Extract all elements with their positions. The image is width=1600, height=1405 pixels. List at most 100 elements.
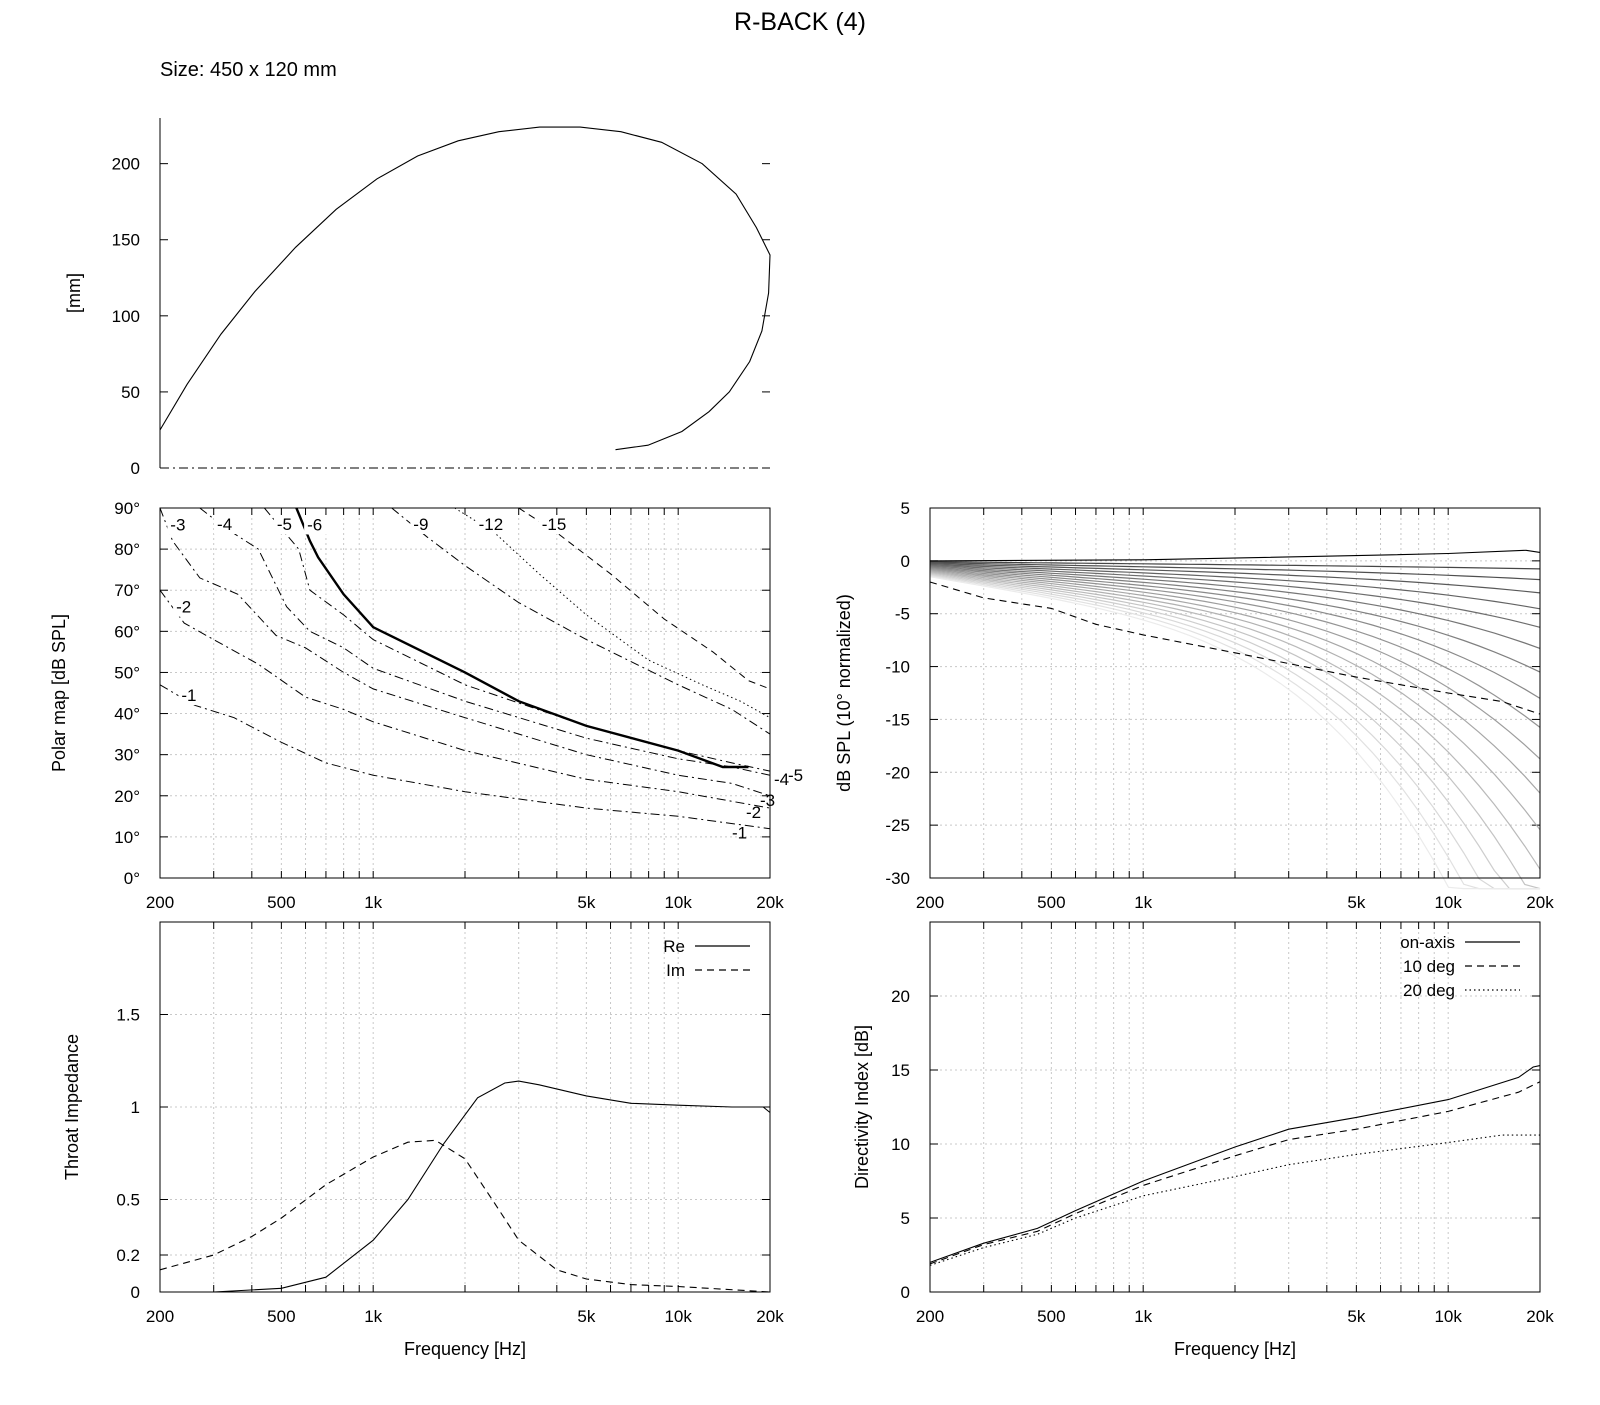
y-tick-label: 80° — [114, 540, 140, 559]
legend-label: 20 deg — [1403, 981, 1455, 1000]
contour-line — [159, 507, 771, 797]
x-tick-label: 20k — [1526, 893, 1554, 912]
x-tick-label: 20k — [756, 1307, 784, 1326]
contour-label-bg — [173, 597, 200, 617]
impedance-curve-1 — [159, 1139, 771, 1293]
angle-curve — [929, 569, 1541, 794]
polar-map-plot: 0° 10° 20° 30° 40° 50° 60° 70° 80° 90° 200 500 1k 5k 1… — [49, 499, 803, 912]
contour-end-label: -4 — [774, 770, 789, 789]
y-tick-label: 90° — [114, 499, 140, 518]
y-tick-label: -5 — [895, 605, 910, 624]
x-tick-label: 200 — [146, 1307, 174, 1326]
y-tick-label: 0 — [131, 1283, 140, 1302]
normalized-curve-0 — [929, 581, 1541, 715]
contour-end-label: -1 — [732, 824, 747, 843]
profile-curve-0 — [159, 126, 771, 451]
normalized-spl-plot: -30 -25 -20 -15 -10 -5 0 5 200 500 1k 5k 10k 20k dB SP… — [834, 499, 1554, 912]
contour-label: -1 — [181, 686, 196, 705]
x-tick-label: 5k — [577, 893, 595, 912]
contour-end-label: -2 — [746, 803, 761, 822]
figure-title: R-BACK (4) — [734, 8, 866, 36]
size-label: Size: 450 x 120 mm — [160, 59, 337, 81]
contour-label: -6 — [307, 515, 322, 534]
x-tick-label: 10k — [664, 1307, 692, 1326]
x-axis-title: Frequency [Hz] — [1174, 1339, 1296, 1359]
x-tick-label: 10k — [664, 893, 692, 912]
x-tick-label: 200 — [916, 1307, 944, 1326]
x-tick-label: 10k — [1434, 893, 1462, 912]
angle-curve — [929, 568, 1541, 728]
x-tick-label: 5k — [1347, 1307, 1365, 1326]
x-tick-label: 5k — [577, 1307, 595, 1326]
y-tick-label: -30 — [885, 869, 910, 888]
y-tick-label: 15 — [891, 1061, 910, 1080]
directivity-curve-0 — [929, 1065, 1541, 1263]
y-tick-label: 70° — [114, 581, 140, 600]
contour-end-label: -5 — [788, 766, 803, 785]
y-tick-label: 20 — [891, 987, 910, 1006]
plot-frame — [929, 921, 1541, 1293]
directivity-curve-1 — [929, 1081, 1541, 1265]
contour-line — [295, 507, 749, 769]
angle-curve — [929, 571, 1541, 870]
contour-label-bg — [410, 515, 437, 534]
y-axis-title: Directivity Index [dB] — [852, 1025, 872, 1189]
y-axis-title: [mm] — [64, 273, 84, 313]
contour-label: -5 — [277, 515, 292, 534]
contour-line — [518, 507, 771, 690]
y-axis-title: Throat Impedance — [62, 1034, 82, 1180]
normalized-curve-1 — [929, 549, 1541, 562]
y-tick-label: 0.5 — [116, 1191, 140, 1210]
contour-label-bg — [167, 515, 194, 535]
angle-curve — [929, 564, 1541, 628]
x-tick-label: 1k — [364, 1307, 382, 1326]
x-tick-label: 1k — [1134, 893, 1152, 912]
directivity-index-plot: 0 5 10 15 20 200 500 1k 5k 10k 20k Frequency [Hz] Di… — [852, 921, 1554, 1359]
plot-frame — [159, 921, 771, 1293]
x-tick-label: 500 — [267, 893, 295, 912]
x-tick-label: 20k — [756, 893, 784, 912]
angle-curve — [929, 562, 1541, 594]
y-tick-label: 30° — [114, 746, 140, 765]
x-tick-label: 200 — [916, 893, 944, 912]
legend-label: Im — [666, 961, 685, 980]
angle-curve — [929, 574, 1540, 890]
x-axis-title: Frequency [Hz] — [404, 1339, 526, 1359]
contour-label: -9 — [413, 515, 428, 534]
legend-label: on-axis — [1400, 933, 1455, 952]
angle-curve — [929, 567, 1541, 699]
y-tick-label: 0 — [131, 459, 140, 478]
y-tick-label: -10 — [885, 658, 910, 677]
angle-curve — [929, 573, 1540, 890]
x-tick-label: 200 — [146, 893, 174, 912]
x-tick-label: 500 — [1037, 893, 1065, 912]
contour-label-bg — [538, 515, 565, 534]
y-tick-label: 1.5 — [116, 1006, 140, 1025]
x-tick-label: 1k — [1134, 1307, 1152, 1326]
y-tick-label: 40° — [114, 705, 140, 724]
contour-line — [199, 507, 771, 776]
angle-curve — [929, 563, 1541, 610]
angle-curve — [929, 576, 1540, 890]
profile-plot: 0 50 100 150 200 [mm] — [64, 118, 771, 478]
x-tick-label: 500 — [1037, 1307, 1065, 1326]
x-tick-label: 1k — [364, 893, 382, 912]
y-tick-label: 200 — [112, 155, 140, 174]
y-tick-label: 0.2 — [116, 1246, 140, 1265]
y-tick-label: 20° — [114, 787, 140, 806]
x-tick-label: 500 — [267, 1307, 295, 1326]
throat-impedance-plot: 0 0.2 0.5 1 1.5 200 500 1k 5k 10k 20k Frequency [Hz… — [62, 921, 784, 1359]
y-tick-label: 10 — [891, 1135, 910, 1154]
contour-label: -12 — [479, 515, 504, 534]
y-tick-label: -25 — [885, 816, 910, 835]
y-tick-label: -20 — [885, 763, 910, 782]
angle-curve — [929, 570, 1541, 831]
angle-curve — [929, 569, 1541, 760]
y-tick-label: -15 — [885, 710, 910, 729]
plot-frame — [929, 507, 1541, 879]
y-tick-label: 150 — [112, 231, 140, 250]
contour-label-bg — [273, 515, 300, 534]
y-tick-label: 50° — [114, 663, 140, 682]
plot-frame — [159, 507, 771, 879]
